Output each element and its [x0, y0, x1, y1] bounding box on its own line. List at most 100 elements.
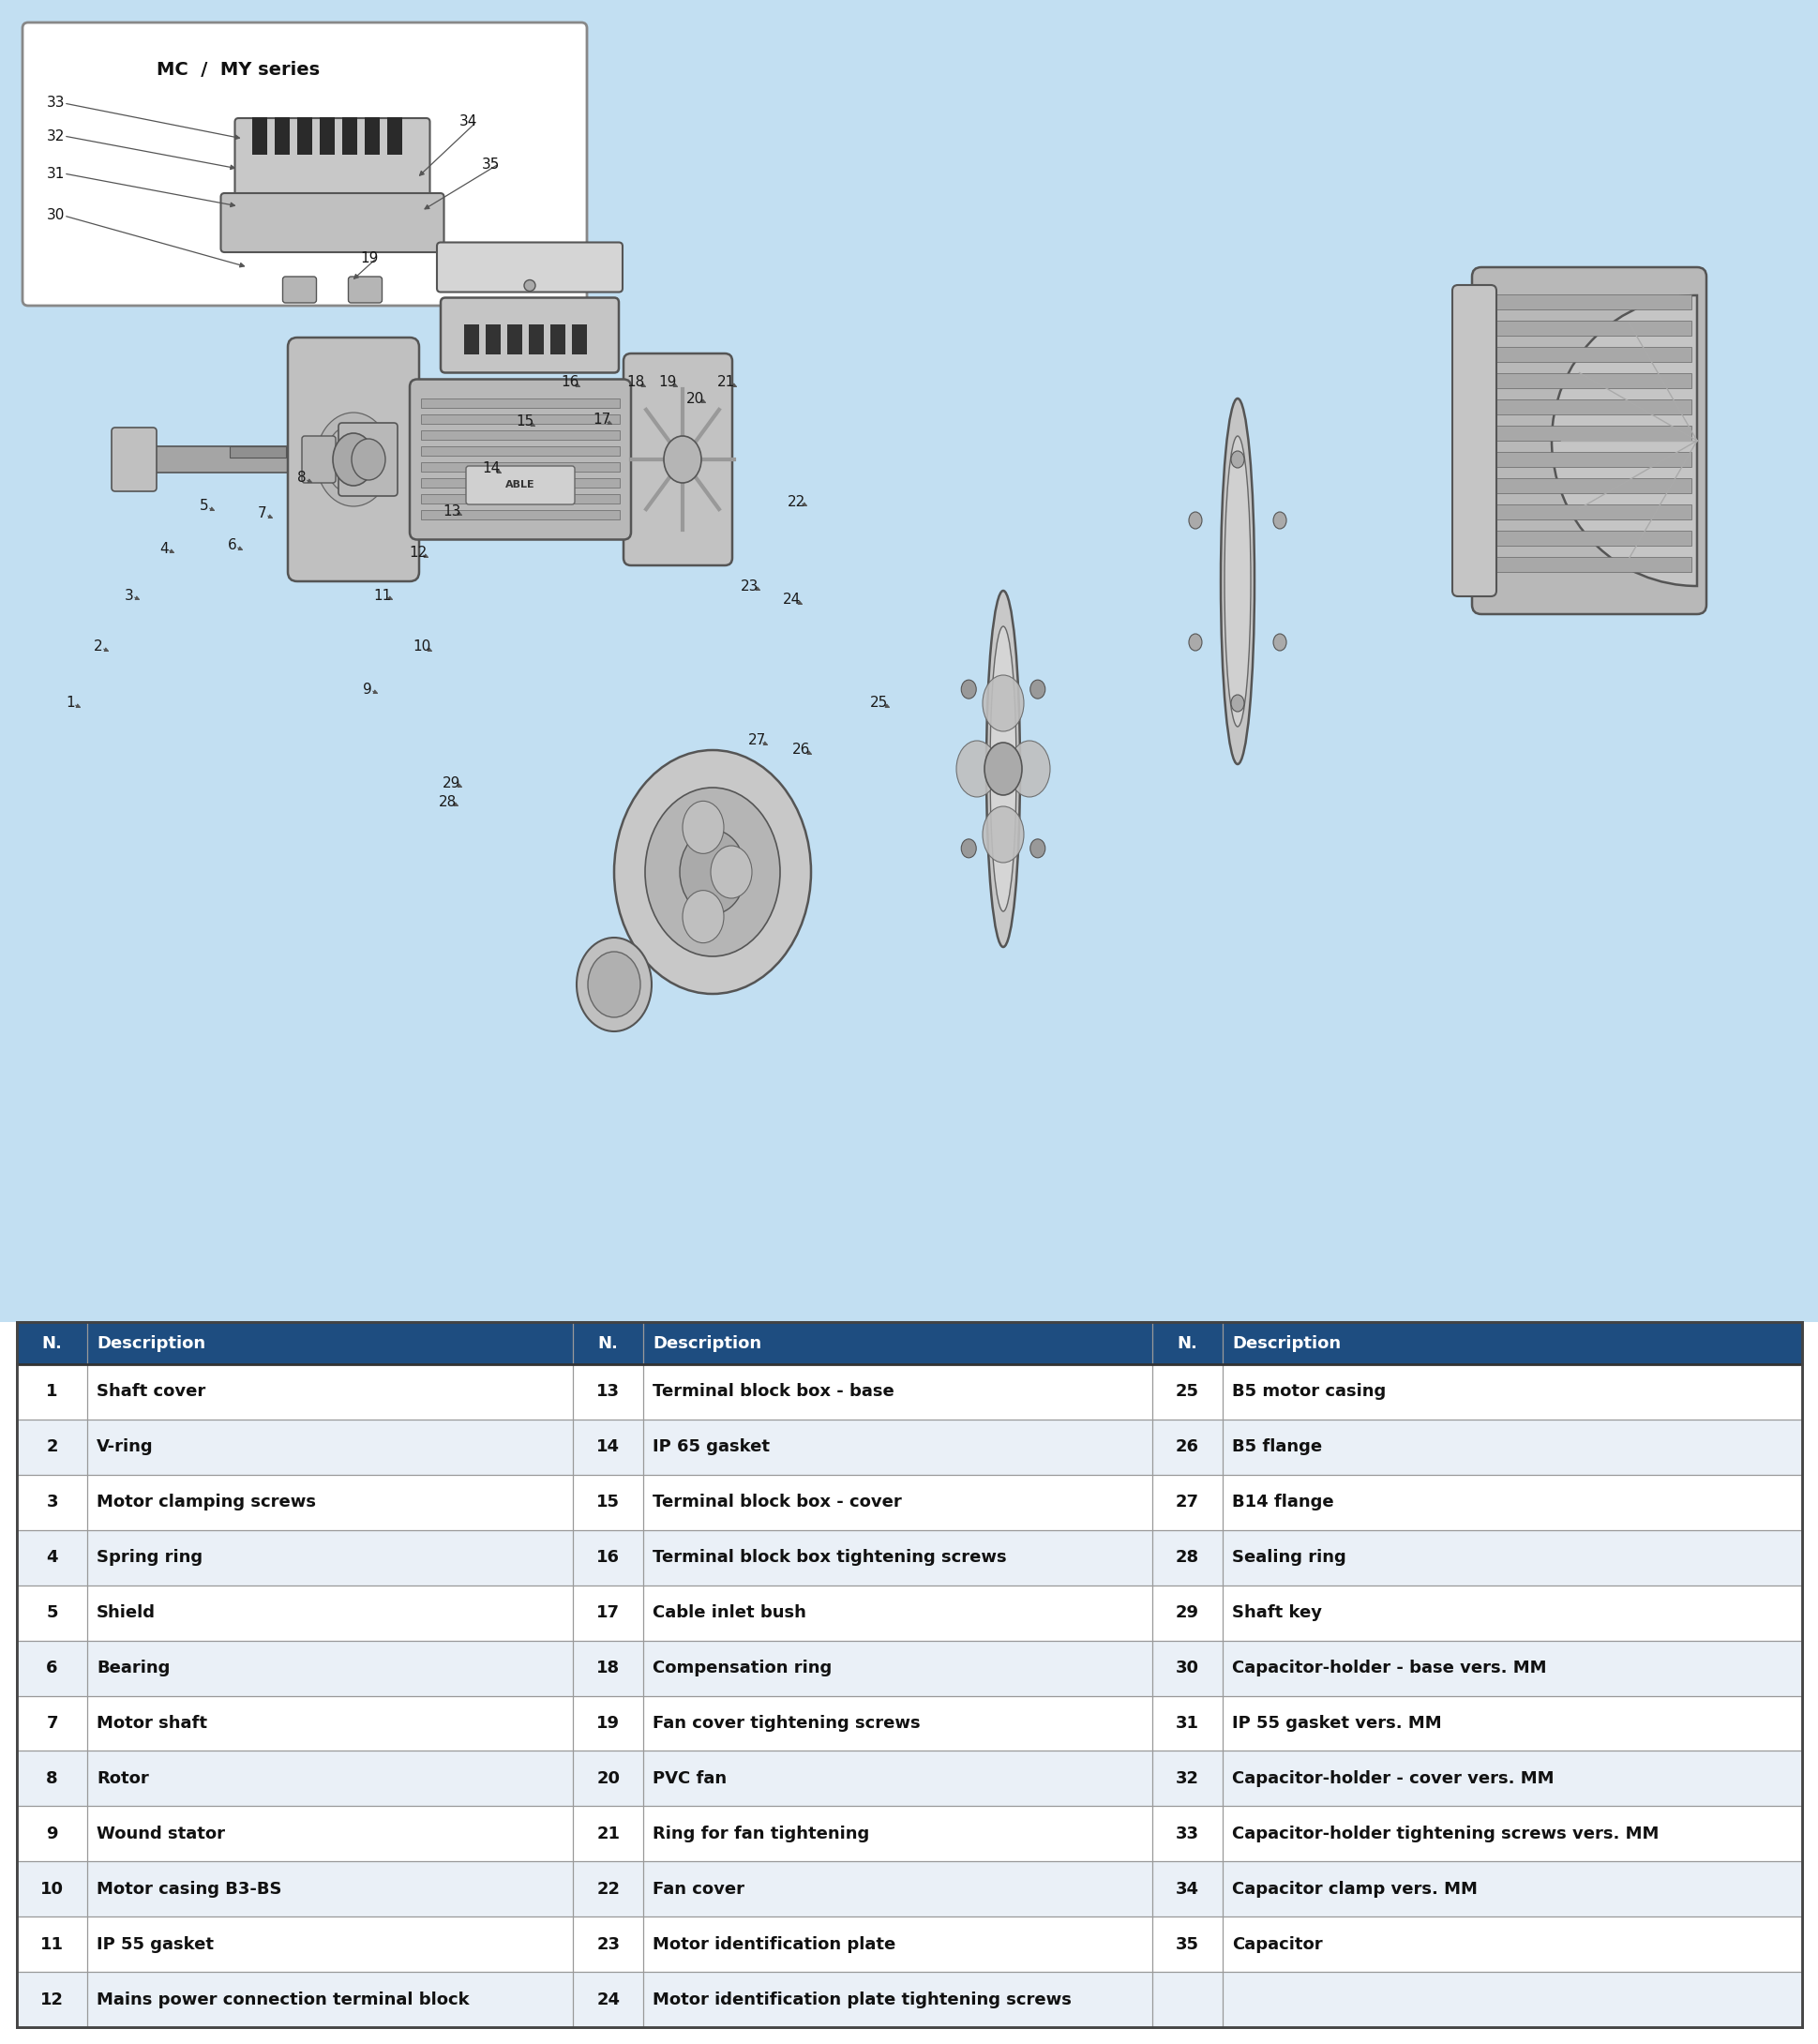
FancyBboxPatch shape — [465, 466, 574, 505]
Ellipse shape — [351, 439, 385, 480]
Bar — [0, 1322, 1818, 2044]
Text: 2: 2 — [45, 1439, 58, 1455]
Text: 31: 31 — [47, 166, 65, 180]
Text: 6: 6 — [45, 1660, 58, 1676]
Text: B5 motor casing: B5 motor casing — [1231, 1384, 1385, 1400]
Text: 26: 26 — [1174, 1439, 1198, 1455]
Ellipse shape — [614, 750, 811, 993]
Text: Motor casing B3-BS: Motor casing B3-BS — [96, 1880, 282, 1897]
Ellipse shape — [1029, 838, 1045, 858]
Bar — [387, 117, 402, 155]
Ellipse shape — [1224, 435, 1251, 728]
Bar — [420, 478, 620, 486]
Bar — [420, 462, 620, 472]
Text: 11: 11 — [373, 589, 391, 603]
Text: 17: 17 — [593, 413, 611, 427]
Ellipse shape — [711, 846, 751, 897]
Text: 21: 21 — [718, 376, 734, 390]
Text: 9: 9 — [45, 1825, 58, 1842]
Text: Mains power connection terminal block: Mains power connection terminal block — [96, 1991, 469, 2007]
FancyBboxPatch shape — [287, 337, 418, 580]
Ellipse shape — [956, 740, 996, 797]
Text: 6: 6 — [227, 540, 236, 552]
FancyBboxPatch shape — [347, 276, 382, 303]
Text: 34: 34 — [1174, 1880, 1198, 1897]
Bar — [1487, 505, 1691, 519]
FancyBboxPatch shape — [338, 423, 398, 497]
Text: 16: 16 — [596, 1549, 620, 1566]
Bar — [571, 323, 587, 354]
FancyBboxPatch shape — [22, 22, 587, 307]
Bar — [1487, 531, 1691, 546]
Bar — [16, 1807, 1802, 1862]
Text: ABLE: ABLE — [505, 480, 534, 489]
Text: 30: 30 — [1174, 1660, 1198, 1676]
Text: B14 flange: B14 flange — [1231, 1494, 1333, 1511]
Text: IP 55 gasket: IP 55 gasket — [96, 1936, 215, 1952]
FancyBboxPatch shape — [624, 354, 733, 566]
Text: 8: 8 — [296, 472, 305, 484]
Bar — [16, 1917, 1802, 1972]
Text: 29: 29 — [442, 777, 460, 789]
Bar — [1487, 374, 1691, 388]
Text: Motor shaft: Motor shaft — [96, 1715, 207, 1731]
Bar — [420, 429, 620, 439]
Bar — [16, 1419, 1802, 1474]
Bar — [1487, 478, 1691, 493]
Text: 27: 27 — [1174, 1494, 1198, 1511]
Text: 24: 24 — [596, 1991, 620, 2007]
Bar — [16, 1363, 1802, 1419]
Text: B5 flange: B5 flange — [1231, 1439, 1322, 1455]
Bar — [320, 117, 335, 155]
Ellipse shape — [960, 838, 976, 858]
Bar — [1487, 294, 1691, 309]
Text: Ring for fan tightening: Ring for fan tightening — [653, 1825, 869, 1842]
Text: Compensation ring: Compensation ring — [653, 1660, 833, 1676]
FancyBboxPatch shape — [235, 119, 429, 200]
Text: 22: 22 — [596, 1880, 620, 1897]
Ellipse shape — [1189, 634, 1202, 650]
Text: 1: 1 — [45, 1384, 58, 1400]
Bar — [253, 117, 267, 155]
Text: 35: 35 — [1174, 1936, 1198, 1952]
Text: 14: 14 — [596, 1439, 620, 1455]
Ellipse shape — [982, 675, 1024, 732]
Text: 28: 28 — [1174, 1549, 1198, 1566]
Text: 15: 15 — [596, 1494, 620, 1511]
Bar — [464, 323, 478, 354]
Text: Sealing ring: Sealing ring — [1231, 1549, 1345, 1566]
Text: IP 55 gasket vers. MM: IP 55 gasket vers. MM — [1231, 1715, 1442, 1731]
FancyBboxPatch shape — [440, 298, 618, 372]
Text: 21: 21 — [596, 1825, 620, 1842]
Ellipse shape — [325, 425, 382, 495]
Text: Terminal block box tightening screws: Terminal block box tightening screws — [653, 1549, 1007, 1566]
Ellipse shape — [985, 591, 1020, 946]
Text: 24: 24 — [784, 593, 802, 607]
Text: 9: 9 — [364, 683, 373, 697]
Bar — [127, 446, 429, 472]
Text: Rotor: Rotor — [96, 1770, 149, 1786]
Text: 33: 33 — [47, 96, 65, 110]
Ellipse shape — [576, 938, 651, 1032]
Text: N.: N. — [42, 1335, 62, 1351]
Text: Capacitor-holder tightening screws vers. MM: Capacitor-holder tightening screws vers.… — [1231, 1825, 1658, 1842]
Bar — [275, 117, 291, 155]
FancyBboxPatch shape — [282, 276, 316, 303]
Text: Capacitor-holder - base vers. MM: Capacitor-holder - base vers. MM — [1231, 1660, 1545, 1676]
Text: 13: 13 — [596, 1384, 620, 1400]
Bar — [16, 1862, 1802, 1917]
Text: Spring ring: Spring ring — [96, 1549, 204, 1566]
Ellipse shape — [335, 435, 373, 484]
Text: 19: 19 — [360, 251, 378, 266]
Bar — [1487, 556, 1691, 572]
Text: 25: 25 — [871, 697, 887, 709]
FancyBboxPatch shape — [1471, 268, 1705, 613]
Text: Terminal block box - base: Terminal block box - base — [653, 1384, 894, 1400]
Ellipse shape — [1231, 452, 1244, 468]
Text: 10: 10 — [413, 640, 431, 654]
Ellipse shape — [524, 280, 534, 290]
Bar — [365, 117, 380, 155]
Text: Description: Description — [1231, 1335, 1340, 1351]
Text: 32: 32 — [1174, 1770, 1198, 1786]
Bar — [420, 446, 620, 456]
